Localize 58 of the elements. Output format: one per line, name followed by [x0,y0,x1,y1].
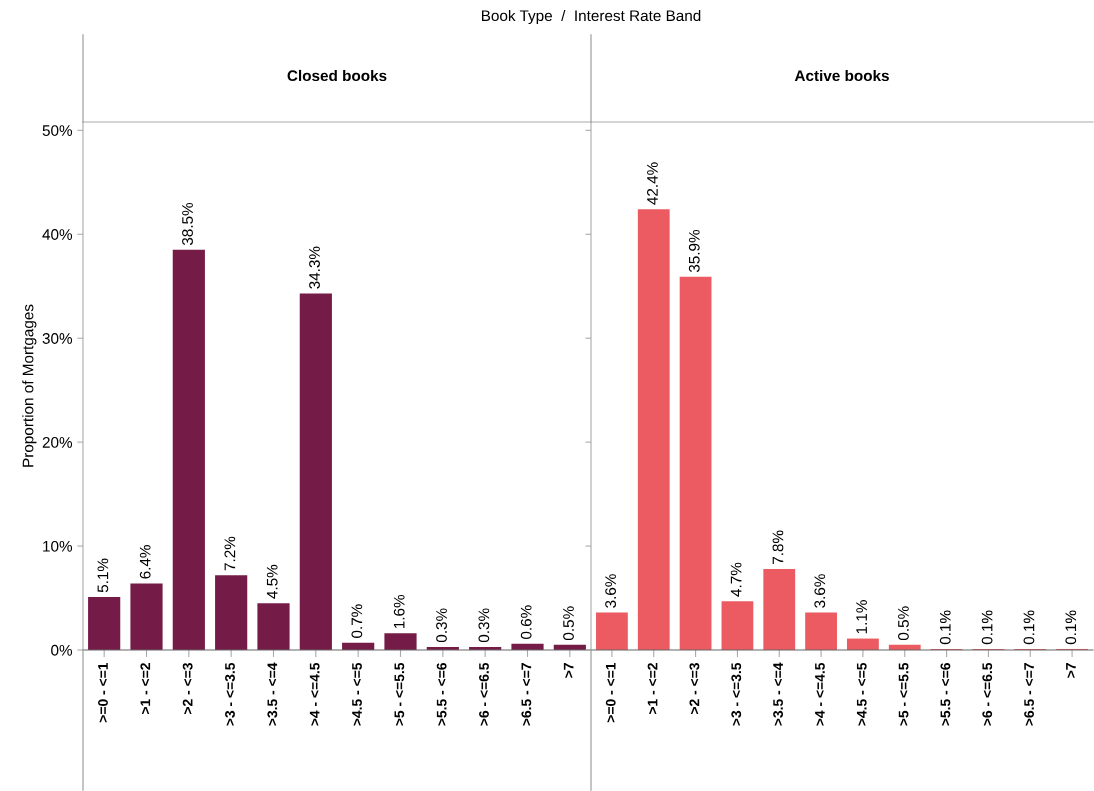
x-tick-label: >6 - <=6.5 [982,662,993,726]
x-tick-label: >1 - <=2 [647,663,658,715]
x-tick-label: >5.5 - <=6 [940,663,951,726]
y-tick-label: 0% [51,644,73,656]
data-label: 0.1% [1023,610,1035,645]
chart-title: Active books [794,69,889,82]
x-tick-label: >1 - <=2 [140,663,151,715]
x-tick-label: >6.5 - <=7 [521,663,532,726]
y-tick-label: 10% [43,540,73,552]
x-tick-label: >4.5 - <=5 [352,662,362,726]
x-tick-label: >6 - <=6.5 [479,662,489,726]
data-label: 0.1% [981,610,993,645]
x-tick-label: >6.5 - <=7 [1024,663,1034,726]
data-label: 0.7% [351,604,363,638]
data-label: 35.9% [688,229,700,273]
data-label: 34.3% [309,246,320,289]
x-tick-label: >7 [1066,663,1076,678]
x-tick-label: >4 - <=4.5 [815,662,825,726]
data-label: 0.1% [1065,610,1077,645]
x-tick-label: >3 - <=3.5 [731,662,742,726]
x-tick-label: >=0 - <=1 [605,662,616,723]
y-tick-label: 30% [42,333,73,344]
x-tick-label: >5 - <=5.5 [394,662,405,726]
data-label: 0.5% [898,606,909,641]
x-tick-label: >2 - <=3 [689,663,700,715]
data-label: 0.1% [939,610,951,645]
data-label: 4.7% [730,562,742,597]
x-tick-label: >3.5 - <=4 [773,662,783,726]
data-label: 3.6% [814,574,826,608]
x-tick-label: >3.5 - <=4 [267,662,278,726]
y-tick-label: 50% [42,125,73,136]
data-label: 4.5% [266,564,278,599]
x-tick-label: >5.5 - <=6 [436,663,447,726]
x-tick-label: >4 - <=4.5 [309,662,320,726]
data-label: 5.1% [97,558,109,593]
data-label: 6.4% [139,545,151,579]
data-label: 3.6% [605,574,617,608]
x-tick-label: >7 [563,663,574,678]
chart-title: Closed books [287,69,387,82]
x-tick-label: >=0 - <=1 [98,662,108,723]
data-label: 7.8% [772,530,784,564]
x-tick-label: >3 - <=3.5 [225,662,235,726]
text: Book Type / Interest Rate Band [481,9,701,25]
data-label: 0.5% [563,606,574,641]
data-label: 1.6% [393,594,405,629]
x-tick-label: >2 - <=3 [182,663,193,715]
data-label: 0.3% [478,608,490,643]
y-tick-label: 20% [42,436,73,448]
x-tick-label: >4.5 - <=5 [856,662,867,726]
data-label: 38.5% [182,202,193,246]
x-tick-label: >5 - <=5.5 [898,662,909,726]
data-label: 7.2% [224,536,236,571]
data-label: 42.4% [647,162,658,205]
data-label: 0.3% [436,608,447,643]
y-tick-label: 40% [42,229,73,240]
y-axis-title: Proportion of Mortgages [22,304,37,467]
data-label: 0.6% [520,605,532,639]
data-label: 1.1% [856,600,867,634]
